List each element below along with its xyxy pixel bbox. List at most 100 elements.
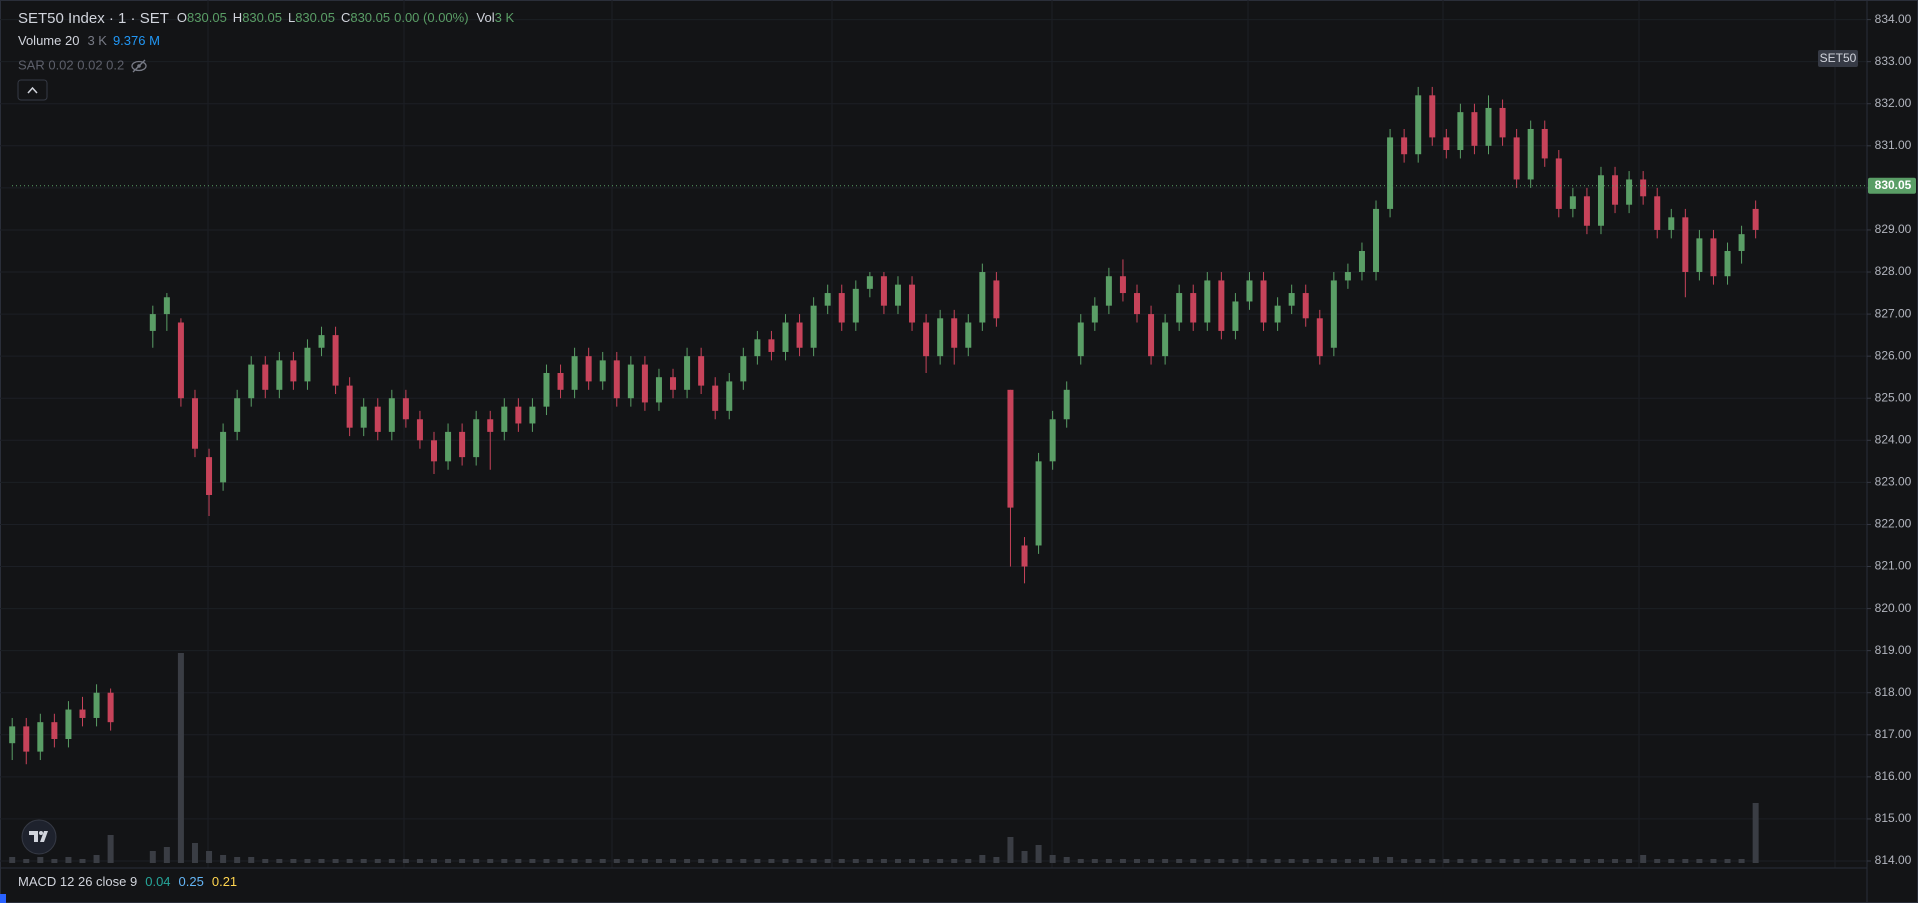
volume-bar: [894, 859, 901, 863]
volume-bar: [1752, 803, 1759, 863]
last-price-label: 830.05: [1875, 178, 1912, 192]
collapse-button[interactable]: [17, 79, 48, 101]
candle-body: [65, 709, 72, 739]
volume-bar: [1471, 859, 1478, 863]
y-tick-label: 815.00: [1875, 811, 1912, 825]
volume-bar: [487, 859, 494, 863]
logo[interactable]: [21, 819, 57, 855]
change: 0.00 (0.00%): [394, 10, 468, 25]
volume-bar: [1246, 859, 1253, 863]
y-tick-label: 829.00: [1875, 222, 1912, 236]
volume-bar: [1668, 859, 1675, 863]
volume-bar: [951, 859, 958, 863]
candle-body: [1119, 276, 1126, 294]
volume-legend: Volume 20 3 K 9.376 M: [18, 33, 160, 48]
candle-body: [1344, 272, 1351, 281]
candle-body: [880, 276, 887, 306]
candle-body: [473, 419, 480, 458]
candle-body: [163, 297, 170, 315]
volume-bar: [1134, 859, 1140, 863]
candle-body: [37, 722, 44, 752]
candle-body: [1668, 217, 1675, 230]
volume-bar: [937, 859, 944, 863]
candle-body: [768, 339, 775, 352]
volume-bar: [754, 859, 761, 863]
candle-body: [1597, 175, 1604, 226]
candle-body: [360, 406, 367, 428]
candle-body: [1752, 208, 1759, 230]
y-tick-label: 821.00: [1875, 559, 1912, 573]
vol-key: Vol: [477, 10, 495, 25]
volume-name: Volume 20: [18, 33, 79, 48]
candle-body: [416, 419, 423, 441]
sar-legend: SAR 0.02 0.02 0.2: [18, 57, 124, 72]
y-tick-label: 834.00: [1875, 12, 1912, 26]
candle-body: [782, 322, 789, 352]
volume-bar: [51, 859, 58, 863]
volume-bar: [1007, 837, 1014, 863]
hidden-icon[interactable]: [131, 59, 147, 73]
volume-bar: [726, 859, 733, 863]
volume-bar: [543, 859, 550, 863]
volume-bar: [571, 859, 578, 863]
volume-bar: [1091, 859, 1098, 863]
last-price-tag: [1868, 177, 1916, 194]
candle-body: [1148, 314, 1155, 357]
ohlc-value: 830.05: [295, 10, 335, 25]
volume-bar: [1344, 859, 1351, 863]
candle-body: [894, 284, 901, 306]
candle-body: [1274, 305, 1281, 323]
candle-body: [220, 431, 227, 483]
candle-body: [571, 356, 578, 390]
candle-body: [402, 398, 409, 420]
candle-body: [276, 360, 283, 390]
volume-bar: [1626, 859, 1633, 863]
candle-body: [1105, 276, 1112, 306]
volume-bar: [1499, 859, 1506, 863]
candle-body: [670, 377, 677, 390]
volume-bar: [402, 859, 409, 863]
y-tick-label: 823.00: [1875, 475, 1912, 489]
candle-body: [1738, 234, 1745, 251]
volume-bar: [206, 851, 213, 863]
volume-bar: [1119, 859, 1126, 863]
volume-bar: [445, 859, 452, 863]
volume-bar: [852, 859, 859, 863]
volume-bar: [1429, 859, 1436, 863]
candle-body: [852, 288, 859, 323]
volume-bar: [1583, 859, 1590, 863]
candle-body: [838, 293, 845, 323]
volume-bar: [880, 859, 887, 863]
candle-body: [1077, 322, 1084, 357]
candle-body: [1063, 389, 1070, 420]
y-tick-label: 824.00: [1875, 432, 1912, 446]
ohlc-key: C: [341, 10, 350, 25]
y-tick-label: 826.00: [1875, 348, 1912, 362]
candle-body: [627, 364, 634, 399]
volume-bar: [782, 859, 789, 863]
candle-body: [1499, 107, 1506, 138]
volume-bar: [796, 859, 803, 863]
y-tick-label: 816.00: [1875, 769, 1912, 783]
candle-body: [1429, 95, 1436, 138]
volume-bar: [248, 857, 255, 863]
candle-body: [79, 709, 86, 718]
volume-bar: [276, 859, 283, 863]
candle-body: [1190, 293, 1197, 323]
candle-body: [726, 381, 733, 411]
candle-body: [754, 339, 761, 357]
volume-bar: [318, 859, 325, 863]
volume-bar: [1316, 859, 1323, 863]
volume-bar: [1457, 859, 1464, 863]
volume-bar: [1358, 859, 1365, 863]
candle-body: [613, 360, 620, 399]
volume-bar: [1302, 859, 1309, 863]
volume-bar: [965, 859, 972, 863]
candle-body: [909, 284, 916, 323]
volume-bar: [9, 857, 16, 863]
candle-body: [1387, 137, 1394, 209]
candle-body: [684, 356, 691, 390]
candle-body: [1654, 196, 1661, 230]
vol-value: 3 K: [495, 10, 515, 25]
